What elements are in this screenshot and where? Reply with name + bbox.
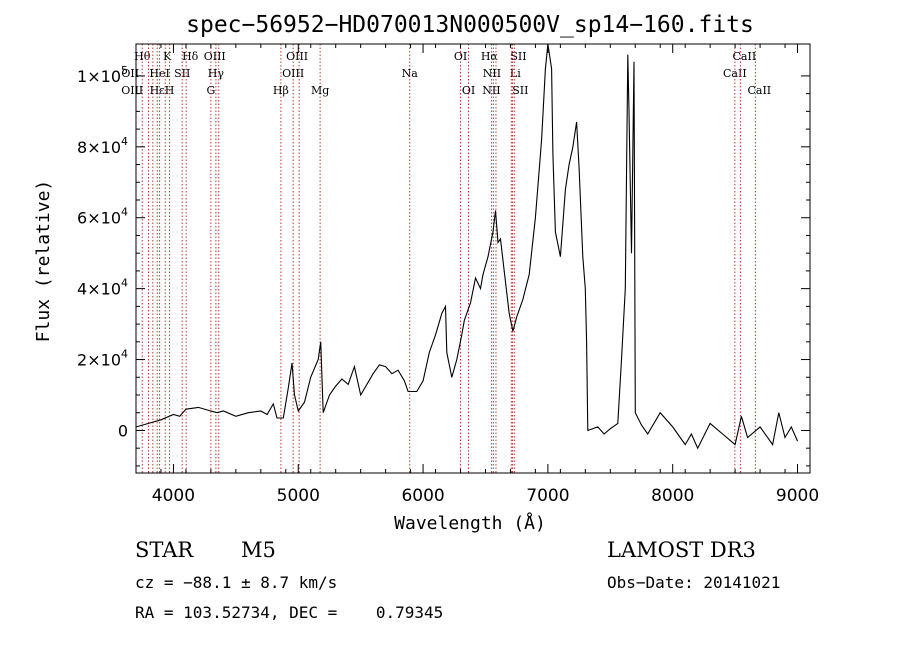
line-label: OIII — [204, 50, 226, 63]
line-label: Na — [402, 67, 419, 80]
y-tick-label: 1×105 — [77, 64, 128, 86]
chart-title: spec−56952−HD070013N000500V_sp14−160.fit… — [186, 12, 754, 38]
y-tick-label: 0 — [118, 421, 128, 440]
cz-value: cz = −88.1 ± 8.7 km/s — [135, 573, 338, 592]
object-class: STAR — [135, 538, 194, 562]
y-tick-exponent: 4 — [121, 135, 128, 148]
y-tick-exponent: 4 — [121, 277, 128, 290]
line-label: OIII — [121, 84, 143, 97]
line-label: OI — [462, 84, 475, 97]
coordinates: RA = 103.52734, DEC = 0.79345 — [135, 603, 444, 622]
spectrum-series — [136, 44, 799, 450]
line-label: K — [163, 50, 172, 63]
y-tick-mantissa: 0 — [118, 421, 128, 440]
x-tick-label: 7000 — [526, 486, 569, 506]
line-label: Mg — [311, 84, 329, 97]
line-label: Hγ — [208, 67, 225, 80]
line-label: NII — [482, 84, 500, 97]
line-label: OI — [454, 50, 467, 63]
line-label: SII — [174, 67, 190, 80]
line-label: OII — [121, 67, 139, 80]
y-tick-label: 4×104 — [77, 277, 128, 299]
object-subclass: M5 — [241, 538, 276, 562]
y-tick-mantissa: 6×10 — [77, 209, 121, 228]
plot-frame — [135, 43, 811, 474]
obs-date: Obs−Date: 20141021 — [607, 573, 781, 592]
line-label: HeI — [149, 67, 169, 80]
x-tick-label: 6000 — [401, 486, 444, 506]
x-tick-label: 8000 — [651, 486, 694, 506]
y-tick-label: 2×104 — [77, 348, 128, 370]
line-label: H — [165, 84, 175, 97]
line-label: SII — [512, 84, 528, 97]
line-label: OIII — [282, 67, 304, 80]
y-tick-exponent: 4 — [121, 206, 128, 219]
y-tick-mantissa: 1×10 — [77, 67, 121, 86]
line-label: Hα — [481, 50, 499, 63]
y-tick-label: 6×104 — [77, 206, 128, 228]
line-label: CaII — [733, 50, 757, 63]
x-tick-label: 4000 — [152, 486, 195, 506]
line-label: SII — [510, 50, 526, 63]
spectral-lines: Hθ OII OIII Hε HeI K H SII Hδ G Hγ OIII Hβ OIII OIII Mg… — [121, 44, 771, 473]
y-axis-label: Flux (relative) — [33, 180, 54, 343]
x-tick-label: 5000 — [277, 486, 320, 506]
line-label: OIII — [286, 50, 308, 63]
line-label: Hθ — [134, 50, 151, 63]
y-tick-exponent: 4 — [121, 348, 128, 361]
line-label: Hε — [150, 84, 166, 97]
line-label: Hβ — [273, 84, 289, 97]
x-tick-label: 9000 — [776, 486, 819, 506]
survey-name: LAMOST DR3 — [607, 538, 756, 562]
line-label: CaII — [747, 84, 771, 97]
y-tick-mantissa: 8×10 — [77, 138, 121, 157]
y-tick-mantissa: 2×10 — [77, 351, 121, 370]
spectrum-line-0 — [136, 44, 799, 450]
y-tick-mantissa: 4×10 — [77, 280, 121, 299]
y-tick-exponent: 5 — [121, 64, 128, 77]
line-label: CaII — [723, 67, 747, 80]
y-tick-label: 8×104 — [77, 135, 128, 157]
axis-ticks: 4000 5000 6000 7000 8000 900002×1044×1046×104… — [77, 44, 819, 506]
x-axis-label: Wavelength (Å) — [394, 512, 546, 534]
line-label: G — [206, 84, 215, 97]
line-label: Li — [510, 67, 521, 80]
line-label: Hδ — [182, 50, 199, 63]
line-label: NII — [483, 67, 501, 80]
